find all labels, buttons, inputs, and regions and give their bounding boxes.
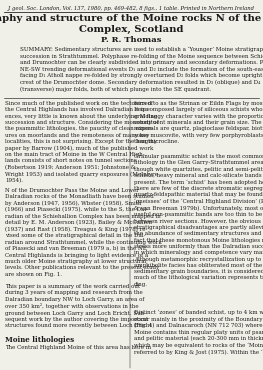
Text: The stratigraphy and structure of the Moine rocks N of the Schiehallion
Complex,: The stratigraphy and structure of the Mo… <box>0 14 263 34</box>
Text: Distinct ‘zones’ of banded schist, up to 4 km wide,
occur mainly in the proximit: Distinct ‘zones’ of banded schist, up to… <box>134 310 263 355</box>
Text: The Central Highland Moine of this area has here in: The Central Highland Moine of this area … <box>5 345 151 350</box>
Text: ferred to as the Strinan or Eildn Flags by most authors.
It is composed largely : ferred to as the Strinan or Eildn Flags … <box>134 101 263 144</box>
Text: N of the Drumochter Pass the Moine and Lower
Dalradian rocks of the Monadliath h: N of the Drumochter Pass the Moine and L… <box>5 188 162 277</box>
Text: Moine lithologies: Moine lithologies <box>5 336 74 344</box>
Text: This paper is a summary of the work carried out
during 3 years of mapping and re: This paper is a summary of the work carr… <box>5 284 152 328</box>
Text: P. R. Thomas: P. R. Thomas <box>101 36 162 44</box>
Text: J. geol. Soc. London, Vol. 137, 1980, pp. 469-482, 8 figs., 1 table. Printed in : J. geol. Soc. London, Vol. 137, 1980, pp… <box>8 6 255 11</box>
Text: Granular psammitic schist is the most common
lithology in the Glen Garry-Stratht: Granular psammitic schist is the most co… <box>134 154 263 287</box>
Text: Since much of the published work on the tectonics of
the Central Highlands has i: Since much of the published work on the … <box>5 101 159 183</box>
Text: SUMMARY: Sedimentary structures are used to establish a ‘Younger’ Moine stratigr: SUMMARY: Sedimentary structures are used… <box>20 47 263 91</box>
